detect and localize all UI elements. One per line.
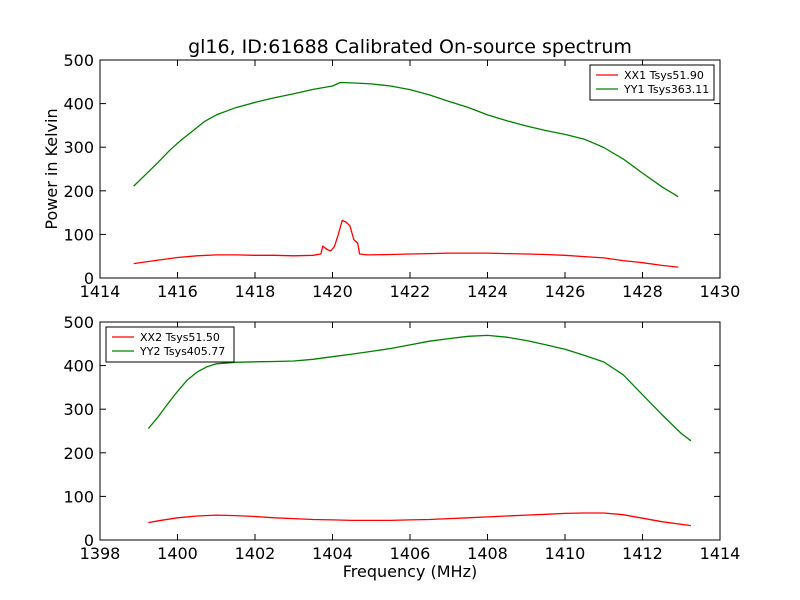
x-tick-label: 1398 — [80, 544, 121, 563]
x-tick-label: 1400 — [157, 544, 198, 563]
series-line-yy2 — [147, 334, 692, 442]
y-tick-label: 400 — [63, 357, 94, 376]
x-tick-label: 1418 — [235, 282, 276, 301]
x-tick-label: 1410 — [545, 544, 586, 563]
legend-box — [589, 64, 715, 101]
legend-label: YY1 Tsys363.11 — [623, 83, 709, 96]
y-tick-label: 300 — [63, 138, 94, 157]
x-tick-label: 1408 — [467, 544, 508, 563]
y-tick-label: 0 — [84, 531, 94, 550]
x-tick-label: 1404 — [312, 544, 353, 563]
top-plot: 1414 1416 1418 1420 1422 1424 1426 1428 1430 0 100… — [63, 51, 740, 301]
x-tick-label: 1424 — [467, 282, 508, 301]
y-tick-label: 100 — [63, 487, 94, 506]
y-tick-label: 400 — [63, 95, 94, 114]
x-tick-label: 1402 — [235, 544, 276, 563]
x-tick-label: 1430 — [700, 282, 741, 301]
bottom-plot: 1398 1400 1402 1404 1406 1408 1410 1412 1414 0 100… — [63, 313, 740, 563]
chart-title: gl16, ID:61688 Calibrated On-source spec… — [188, 36, 632, 58]
y-tick-label: 200 — [63, 444, 94, 463]
x-tick-label: 1428 — [622, 282, 663, 301]
x-tick-label: 1416 — [157, 282, 198, 301]
legend-label: XX2 Tsys51.50 — [140, 331, 220, 344]
x-tick-label: 1406 — [390, 544, 431, 563]
y-tick-label: 200 — [63, 182, 94, 201]
y-axis-label: Power in Kelvin — [42, 108, 61, 229]
y-tick-label: 500 — [63, 313, 94, 332]
x-axis-label: Frequency (MHz) — [343, 562, 477, 581]
x-tick-label: 1414 — [700, 544, 741, 563]
series-line-yy1 — [133, 81, 679, 198]
legend-box — [105, 326, 235, 363]
y-tick-label: 500 — [63, 51, 94, 70]
x-tick-label: 1420 — [312, 282, 353, 301]
y-tick-label: 300 — [63, 400, 94, 419]
x-tick-label: 1422 — [390, 282, 431, 301]
legend-label: XX1 Tsys51.90 — [624, 69, 704, 82]
series-line-xx1 — [133, 219, 679, 268]
y-tick-label: 0 — [84, 269, 94, 288]
y-tick-label: 100 — [63, 225, 94, 244]
x-tick-label: 1426 — [545, 282, 586, 301]
series-line-xx2 — [148, 512, 691, 527]
x-tick-label: 1412 — [622, 544, 663, 563]
legend-label: YY2 Tsys405.77 — [139, 345, 225, 358]
x-tick-label: 1414 — [80, 282, 121, 301]
